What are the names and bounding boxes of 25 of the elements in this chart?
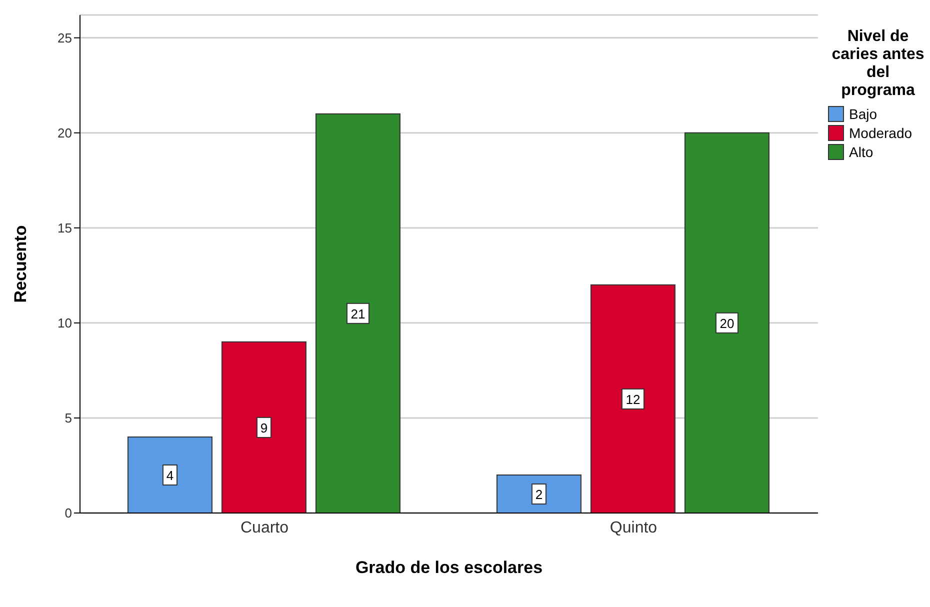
- y-tick-label: 0: [64, 506, 72, 521]
- legend-title: Nivel de caries antes del programa: [830, 28, 926, 100]
- x-tick-label: Quinto: [610, 519, 658, 536]
- legend-label: Moderado: [848, 125, 914, 141]
- bar: [684, 132, 770, 513]
- y-tick-label: 20: [58, 125, 72, 140]
- y-tick-label: 25: [58, 30, 72, 46]
- legend-label: Bajo: [848, 106, 878, 122]
- legend-label: Alto: [848, 144, 874, 160]
- x-tick-label: Cuarto: [240, 519, 289, 536]
- data-label: 20: [720, 316, 734, 331]
- y-tick-label: 15: [58, 220, 72, 236]
- y-tick-label: 10: [58, 316, 72, 331]
- data-label: 21: [350, 306, 366, 322]
- data-label: 2: [535, 486, 543, 502]
- data-label: 9: [260, 420, 268, 436]
- data-label: 12: [626, 392, 640, 407]
- bar: [127, 436, 212, 513]
- bar: [315, 113, 400, 513]
- y-tick-label: 5: [64, 410, 72, 426]
- bar: [221, 341, 306, 513]
- bar: [590, 284, 676, 513]
- y-axis-title: Recuento: [11, 225, 30, 303]
- x-axis-title: Grado de los escolares: [355, 558, 543, 577]
- data-label: 4: [166, 468, 174, 483]
